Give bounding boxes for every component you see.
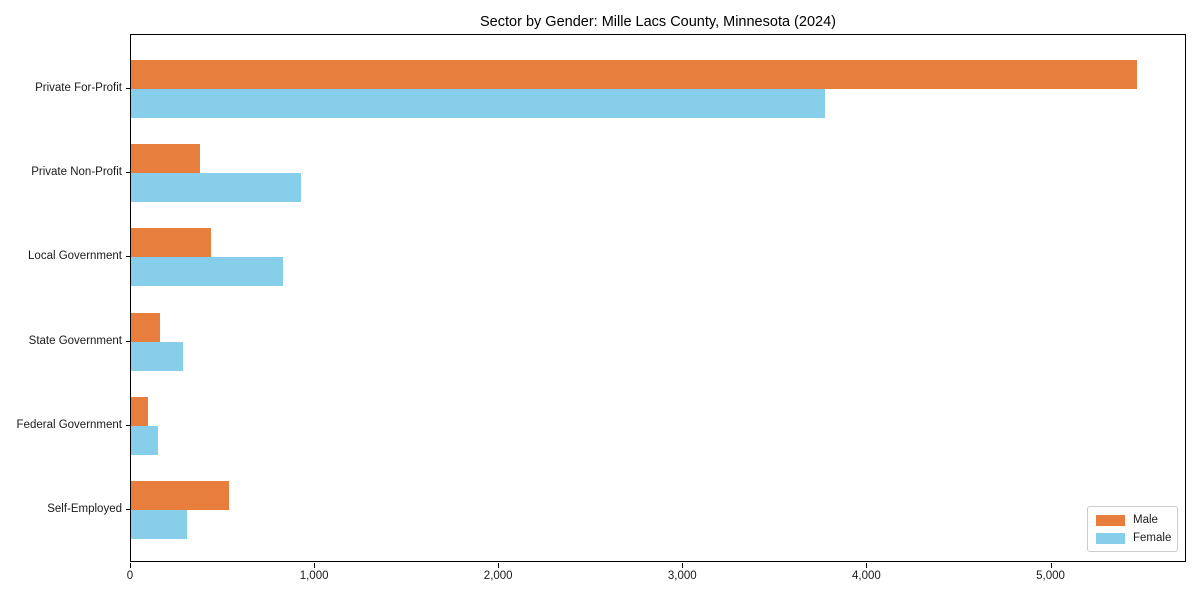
y-tick-private-non-profit <box>126 172 130 174</box>
bar-female-state-government <box>131 341 184 371</box>
bar-female-local-government <box>131 257 283 287</box>
y-tick-federal-government <box>126 424 130 426</box>
y-axis-label-private-non-profit: Private Non-Profit <box>31 166 122 179</box>
x-tick-0 <box>130 563 131 568</box>
x-axis-label-3000: 3,000 <box>667 570 697 582</box>
x-axis-label-4000: 4,000 <box>852 570 881 582</box>
bar-female-private-non-profit <box>131 173 302 203</box>
x-tick-4000 <box>866 563 868 568</box>
bar-male-private-non-profit <box>131 144 201 174</box>
x-axis-label-5000: 5,000 <box>1036 570 1065 582</box>
x-tick-2000 <box>498 563 500 568</box>
bar-male-local-government <box>131 228 212 258</box>
chart-title: Sector by Gender: Mille Lacs County, Min… <box>480 14 836 30</box>
y-axis-label-federal-government: Federal Government <box>16 418 122 431</box>
legend-entry-female: Female <box>1096 532 1172 544</box>
y-axis-label-private-for-profit: Private For-Profit <box>35 82 122 94</box>
x-axis-label-2000: 2,000 <box>483 570 513 582</box>
bar-male-self-employed <box>131 481 230 510</box>
male-series-swatch <box>1096 514 1125 526</box>
female-series-swatch <box>1096 532 1125 544</box>
bar-female-self-employed <box>131 510 188 539</box>
y-tick-local-government <box>126 256 130 258</box>
bar-male-federal-government <box>131 396 148 426</box>
y-axis-label-self-employed: Self-Employed <box>47 503 122 515</box>
legend: Male Female <box>1087 506 1178 552</box>
y-tick-self-employed <box>126 509 130 510</box>
x-tick-5000 <box>1050 563 1052 568</box>
x-axis-label-1000: 1,000 <box>299 570 329 582</box>
y-tick-private-for-profit <box>126 88 130 89</box>
bar-female-federal-government <box>131 425 158 455</box>
legend-entry-male: Male <box>1096 514 1168 526</box>
plot-area: Male Female <box>130 34 1186 562</box>
bar-female-private-for-profit <box>131 89 826 118</box>
bar-male-state-government <box>131 312 160 342</box>
x-tick-3000 <box>682 563 684 568</box>
legend-label-female: Female <box>1133 532 1172 544</box>
x-axis-label-0: 0 <box>126 570 134 582</box>
y-axis-label-local-government: Local Government <box>28 250 122 263</box>
bar-male-private-for-profit <box>131 60 1138 89</box>
legend-label-male: Male <box>1133 514 1158 526</box>
y-tick-state-government <box>126 340 130 342</box>
x-tick-1000 <box>314 563 316 568</box>
y-axis-label-state-government: State Government <box>28 334 122 347</box>
